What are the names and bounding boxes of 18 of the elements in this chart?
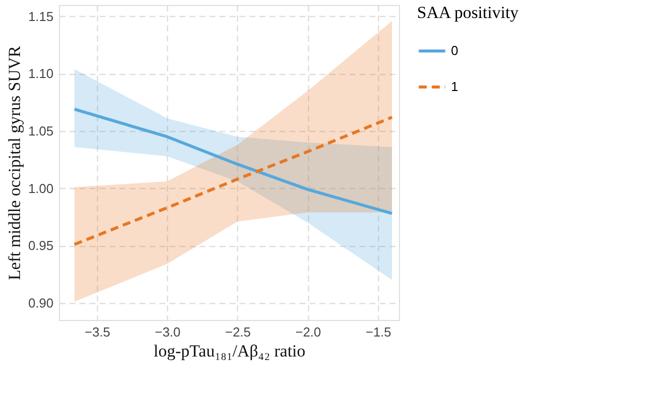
x-tick-label: −3.0: [154, 324, 181, 340]
y-tick-label: 1.00: [28, 180, 54, 196]
x-axis-title: log-pTau₁₈₁/Aβ₄₂ ratio: [154, 342, 306, 360]
legend-label: 0: [451, 43, 458, 58]
x-tick-label: −1.5: [366, 324, 392, 340]
y-tick-label: 1.10: [28, 66, 54, 82]
y-axis-title: Left middle occipital gyrus SUVR: [5, 45, 24, 280]
line-series: [72, 108, 394, 215]
x-tick-label: −2.5: [225, 324, 251, 340]
y-tick-label: 0.95: [28, 238, 54, 254]
legend-title: SAA positivity: [417, 3, 520, 22]
y-tick-label: 1.15: [28, 8, 54, 24]
x-tick-label: −3.5: [84, 324, 110, 340]
y-tick-label: 1.05: [28, 124, 54, 138]
x-tick-label: −2.0: [295, 324, 322, 340]
legend-label: 1: [451, 79, 458, 94]
y-tick-label: 0.90: [28, 295, 54, 310]
line-series: [72, 116, 394, 246]
